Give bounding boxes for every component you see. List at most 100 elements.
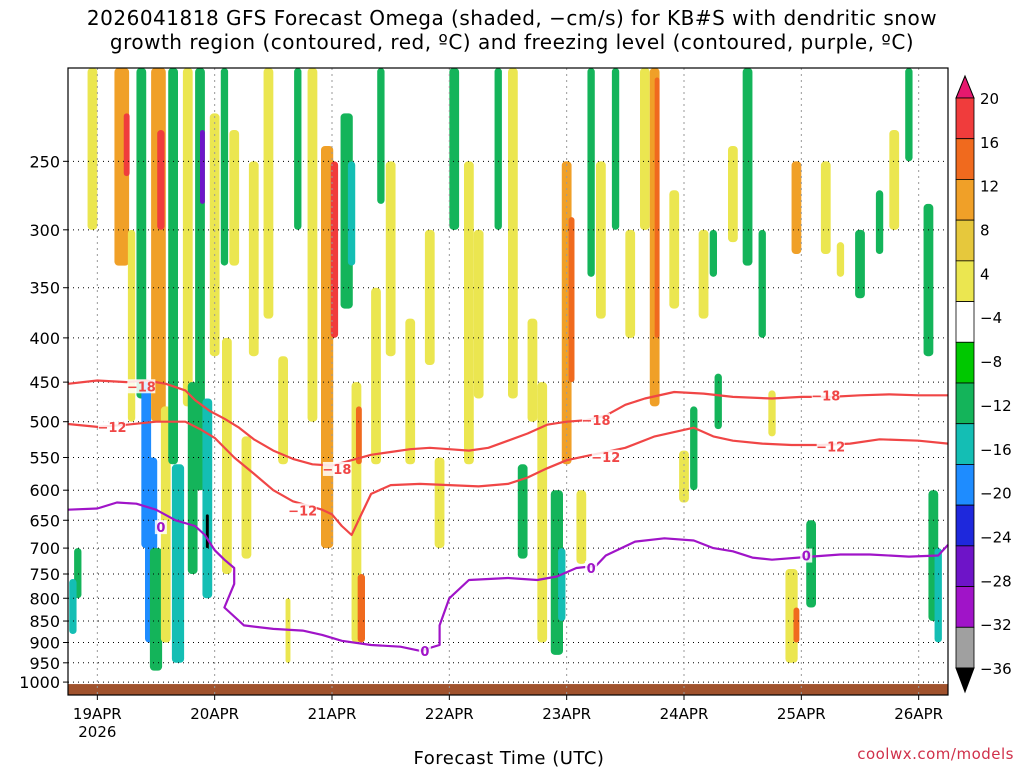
omega-cell (654, 77, 660, 338)
colorbar-label: −12 (980, 397, 1012, 415)
x-tick-label: 25APR (777, 705, 826, 723)
omega-cell (377, 68, 385, 204)
y-tick-label: 550 (29, 449, 60, 468)
omega-cell (136, 68, 147, 399)
plot-frame (67, 67, 949, 696)
contour-label-0: 0 (156, 521, 165, 536)
y-tick-label: 850 (29, 612, 60, 631)
colorbar-label: 12 (980, 178, 999, 196)
contour-label-bg (585, 560, 598, 575)
omega-cell (278, 356, 288, 465)
omega-cell (758, 229, 766, 338)
omega-cell (587, 68, 595, 277)
contour-label--18: −18 (127, 380, 156, 395)
omega-cell (669, 190, 680, 309)
omega-cell (791, 161, 802, 255)
omega-cell (151, 68, 166, 422)
colorbar-box (955, 586, 975, 628)
contour-label-0: 0 (420, 645, 429, 660)
colorbar-label: 4 (980, 265, 990, 283)
omega-cell (123, 113, 130, 177)
colorbar-label: 20 (980, 90, 999, 108)
omega-cell (537, 382, 548, 643)
omega-cell (229, 130, 240, 266)
contour-line-0 (67, 501, 949, 652)
omega-cell (434, 457, 445, 549)
omega-cell (127, 229, 136, 422)
surface-terrain (68, 684, 948, 695)
omega-cell (87, 68, 98, 230)
chart-title-line1: 2026041818 GFS Forecast Omega (shaded, −… (86, 6, 938, 30)
contour-label-0: 0 (587, 562, 596, 577)
omega-cell (200, 130, 205, 204)
omega-cell (889, 130, 900, 230)
colorbar-label: −24 (980, 528, 1012, 546)
omega-cell (690, 406, 698, 491)
colorbar-label: 8 (980, 222, 990, 240)
omega-cell (806, 520, 816, 608)
contour-label-bg (288, 503, 317, 518)
omega-cell (307, 68, 318, 422)
x-tick-label: 26APR (894, 705, 943, 723)
omega-cell (714, 373, 722, 430)
omega-cell (905, 68, 913, 162)
omega-cell (568, 217, 575, 383)
omega-cell (640, 68, 650, 230)
omega-cell (209, 113, 220, 357)
colorbar-label: −16 (980, 441, 1012, 459)
y-tick-label: 950 (29, 654, 60, 673)
omega-cell (698, 229, 709, 319)
contour-label-0: 0 (802, 550, 811, 565)
credit-link[interactable]: coolwx.com/models (857, 745, 1014, 763)
colorbar-box (955, 626, 975, 669)
contour-label--12: −12 (98, 421, 127, 436)
y-tick-label: 250 (29, 152, 60, 171)
omega-cell (855, 229, 865, 299)
omega-cell (923, 203, 934, 357)
colorbar-label: −4 (980, 309, 1002, 327)
omega-cell (248, 161, 259, 357)
omega-cell (517, 464, 528, 559)
omega-cell (385, 161, 396, 357)
contour-label--12: −12 (591, 451, 620, 466)
contour-label-bg (154, 520, 167, 535)
colorbar-label: −20 (980, 485, 1012, 503)
omega-cell (321, 145, 334, 549)
x-tick-label: 23APR (542, 705, 591, 723)
x-tick-label: 21APR (308, 705, 357, 723)
colorbar-box (955, 382, 975, 425)
colorbar-label: −28 (980, 572, 1012, 590)
omega-cell (69, 578, 77, 635)
omega-cell (576, 490, 587, 564)
omega-cell (464, 161, 474, 465)
omega-cell (330, 161, 339, 338)
contour-label--12: −12 (816, 440, 845, 455)
contour-line--12 (67, 420, 949, 537)
omega-cell (558, 548, 566, 622)
y-tick-label: 800 (29, 589, 60, 608)
omega-cell (625, 229, 636, 338)
y-tick-label: 500 (29, 413, 60, 432)
omega-cell (294, 68, 302, 230)
colorbar-box (955, 97, 975, 140)
colorbar-box (955, 423, 975, 465)
omega-cell (820, 161, 831, 255)
y-tick-label: 600 (29, 481, 60, 500)
colorbar-box (955, 138, 975, 180)
omega-cell (449, 68, 460, 230)
colorbar-box (955, 341, 975, 384)
y-tick-label: 400 (29, 329, 60, 348)
colorbar-label: 16 (980, 134, 999, 152)
omega-cell (357, 574, 365, 643)
omega-cell (875, 190, 884, 255)
omega-cell (611, 68, 620, 230)
colorbar-box (955, 301, 975, 343)
omega-cell (405, 318, 416, 465)
omega-cell (494, 68, 502, 230)
contour-label--12: −12 (288, 504, 317, 519)
x-tick-label: 22APR (425, 705, 474, 723)
colorbar-arrow-bottom (955, 667, 975, 694)
x-tick-label: 19APR (73, 705, 122, 723)
y-tick-label: 700 (29, 539, 60, 558)
omega-cell (222, 337, 232, 575)
